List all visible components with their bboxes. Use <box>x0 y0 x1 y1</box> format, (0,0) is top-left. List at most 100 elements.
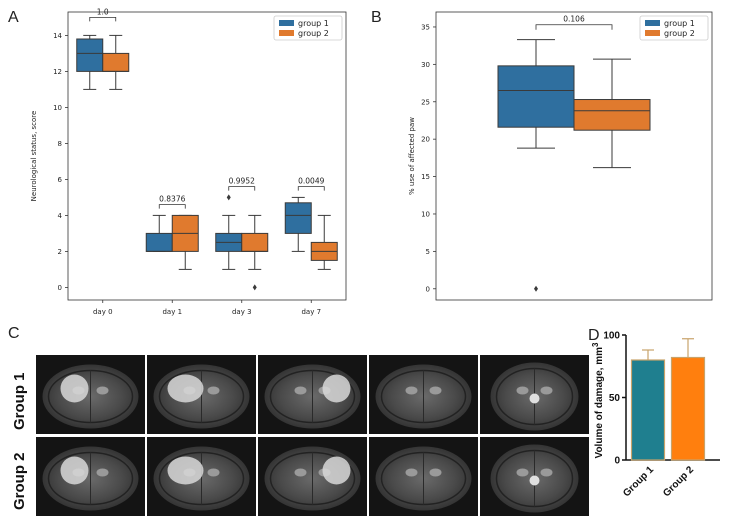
central-bright <box>529 393 540 404</box>
sig-bracket-2 <box>228 186 256 191</box>
box-group1-day7-box <box>284 202 312 234</box>
sig-bracket-0 <box>89 17 117 22</box>
legend-swatch-0 <box>645 20 660 26</box>
panel-letter-d: D <box>588 327 600 344</box>
ventricle-left <box>405 468 418 477</box>
p-value-label: 0.8376 <box>159 195 185 204</box>
legend-label-1: group 2 <box>664 29 695 38</box>
ventricle-right <box>429 386 442 395</box>
p-value-label: 0.9952 <box>229 177 255 186</box>
panel-letter-b: B <box>371 9 382 26</box>
y-tick-label: 100 <box>603 331 620 342</box>
mri-slice-group2-5 <box>480 437 589 516</box>
mri-slice-group2-2 <box>147 437 256 516</box>
mri-slice-group1-2 <box>147 355 256 434</box>
y-tick-label: 15 <box>421 173 430 181</box>
ventricle-left <box>516 468 529 477</box>
ventricle-right <box>96 468 109 477</box>
legend-swatch-0 <box>279 20 294 26</box>
bar-group-1 <box>630 359 666 461</box>
sig-bracket <box>535 24 613 30</box>
axes-frame <box>67 11 347 301</box>
lesion-bright <box>60 456 89 485</box>
ventricle-right <box>540 386 553 395</box>
chart-a-neuro-status: 0 2 4 6 8 10 12 14 Neurological status, score day… <box>30 7 347 316</box>
ventricle-right <box>207 386 220 395</box>
box-group1-box <box>497 65 575 128</box>
x-tick-label: day 3 <box>232 308 252 316</box>
legend-label-0: group 1 <box>664 19 695 28</box>
bar-group-2 <box>670 356 706 461</box>
ventricle-left <box>405 386 418 395</box>
y-tick-label: 2 <box>58 248 62 256</box>
lesion-bright <box>322 456 351 485</box>
ventricle-right <box>96 386 109 395</box>
y-tick-label: 0 <box>426 285 430 293</box>
y-axis-label: Neurological status, score <box>30 111 38 202</box>
x-tick-label: Group 2 <box>661 464 696 499</box>
box-group1-outlier-0 <box>534 285 538 292</box>
y-axis-label: Volume of damage, mm3 <box>591 342 605 459</box>
ventricle-right <box>207 468 220 477</box>
mri-slice-group1-5 <box>480 355 589 434</box>
box-group2-day3-outlier-0 <box>252 284 257 291</box>
box-group1-day0-box <box>76 38 104 72</box>
ventricle-left <box>294 468 307 477</box>
mri-slice-group1-3 <box>258 355 367 434</box>
lesion-bright <box>60 374 89 403</box>
box-group2-day0-box <box>102 52 130 72</box>
y-tick-label: 25 <box>421 98 430 106</box>
x-tick-label: day 7 <box>301 308 321 316</box>
y-tick-label: 12 <box>53 68 62 76</box>
lesion-bright <box>167 456 204 485</box>
box-group2-day3-box <box>241 232 269 252</box>
x-tick-label: Group 1 <box>621 464 656 499</box>
x-tick-label: day 0 <box>93 308 113 316</box>
y-axis-label-superscript: 3 <box>591 342 600 347</box>
legend-swatch-1 <box>645 30 660 36</box>
panel-letter-c: C <box>8 325 20 342</box>
y-tick-label: 4 <box>58 212 63 220</box>
mri-slice-group2-1 <box>36 437 145 516</box>
box-group2-box <box>573 99 651 131</box>
lesion-bright <box>167 374 204 403</box>
sig-bracket-1 <box>158 204 186 209</box>
y-tick-label: 8 <box>58 140 62 148</box>
y-tick-label: 10 <box>53 104 62 112</box>
mri-slice-group2-3 <box>258 437 367 516</box>
axes-frame <box>435 11 713 301</box>
central-bright <box>529 475 540 486</box>
ventricle-left <box>294 386 307 395</box>
y-axis-label: % use of affected paw <box>408 117 416 195</box>
ventricle-right <box>540 468 553 477</box>
mri-row-label-group-1: Group 1 <box>11 372 28 430</box>
ventricle-left <box>516 386 529 395</box>
y-tick-label: 35 <box>421 23 430 31</box>
mri-row-label-group-2: Group 2 <box>11 452 28 510</box>
x-tick-label: day 1 <box>162 308 182 316</box>
y-tick-label: 10 <box>421 210 430 218</box>
y-tick-label: 20 <box>421 136 430 144</box>
p-value-label: 0.0049 <box>298 177 324 186</box>
legend-label-1: group 2 <box>298 29 329 38</box>
mri-slice-group1-1 <box>36 355 145 434</box>
mri-slice-group2-4 <box>369 437 478 516</box>
y-tick-label: 30 <box>421 61 430 69</box>
box-group1-day1-box <box>145 232 173 252</box>
sig-bracket-3 <box>297 186 325 191</box>
legend-label-0: group 1 <box>298 19 329 28</box>
panel-letter-a: A <box>8 9 19 26</box>
y-tick-label: 0 <box>614 456 620 467</box>
p-value-label: 0.106 <box>563 15 585 24</box>
chart-b-paw-use: 0 5 10 15 20 25 30 35 % use of affected paw 0.106… <box>408 11 713 301</box>
y-tick-label: 6 <box>58 176 63 184</box>
box-group1-day3-outlier-0 <box>226 194 231 201</box>
legend-swatch-1 <box>279 30 294 36</box>
y-tick-label: 5 <box>426 248 430 256</box>
mri-image-grid: Group 1 Group 2 <box>11 355 589 516</box>
ventricle-right <box>429 468 442 477</box>
p-value-label: 1.0 <box>97 7 109 16</box>
y-tick-label: 50 <box>609 393 621 404</box>
